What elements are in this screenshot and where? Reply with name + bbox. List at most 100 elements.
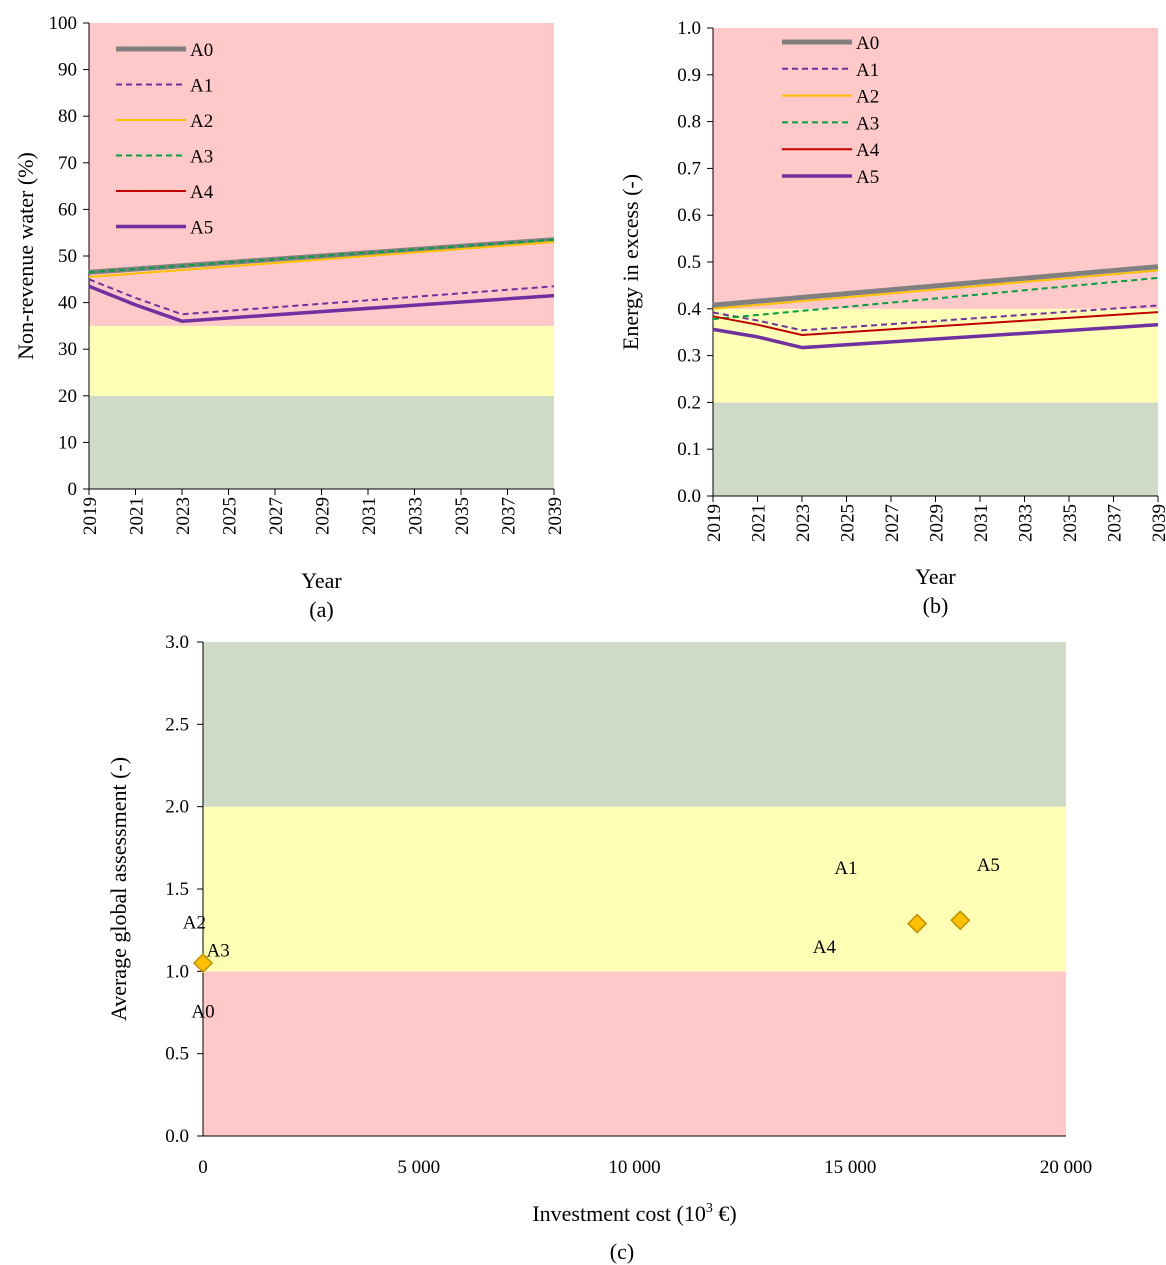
x-tick-label: 2039 [1149,504,1166,542]
y-tick-label: 1.0 [165,961,189,982]
series-line-a5 [88,284,555,323]
y-tick-label: 10 [58,432,77,453]
series-line-a2 [88,241,555,278]
legend-label: A4 [856,140,880,161]
legend-label: A1 [856,60,879,81]
x-tick-label: 2029 [313,497,334,535]
y-tick-label: 0.0 [677,486,701,507]
series-line-a0 [712,264,1159,308]
chart-panel-b: 0.0 0.1 0.2 0.3 0.4 0.5 0.6 0.7 0.8 0.9 1.0 2019 202… [618,18,1166,618]
panel-label: (c) [610,1239,634,1264]
y-tick-label: 0 [68,479,78,500]
x-axis-title-unit: €) [713,1201,737,1226]
zone-green [203,642,1066,807]
y-tick-label: 100 [49,13,78,34]
legend-label: A1 [190,76,213,97]
zone-green [713,402,1158,496]
legend-label: A2 [190,111,213,132]
x-tick-label: 2033 [406,497,427,535]
series-line-a3 [88,238,555,274]
y-tick-label: 0.5 [677,252,701,273]
zone-red [203,971,1066,1136]
y-tick-label: 1.0 [677,18,701,39]
legend-label: A4 [190,182,214,203]
series-line-a3 [712,276,1159,321]
data-point-marker [950,910,971,931]
x-tick-label: 15 000 [824,1157,876,1178]
y-tick-label: 90 [58,60,77,81]
zone-green [89,395,554,489]
data-point-marker [907,913,928,934]
x-tick-label: 2019 [704,504,725,542]
y-tick-label: 2.5 [165,714,189,735]
data-point-marker [192,953,214,974]
chart-panel-a: 0 10 20 30 40 50 60 70 80 90 100 2019 2021 2023 2025 20… [13,13,566,622]
zone-yellow [89,325,554,396]
series-line-a2 [712,269,1159,310]
panel-label: (b) [923,593,949,618]
y-tick-label: 2.0 [165,797,189,818]
legend-label: A3 [190,147,213,168]
series-line-a4 [712,311,1159,336]
x-tick-label: 2021 [127,497,148,535]
y-axis-title: Energy in excess (-) [618,174,643,350]
y-tick-label: 0.2 [677,392,701,413]
x-tick-label: 2035 [1060,504,1081,542]
y-tick-label: 70 [58,153,77,174]
data-point-label: A1 [834,858,857,879]
y-tick-label: 30 [58,339,77,360]
x-tick-label: 2025 [838,504,859,542]
x-tick-label: 2029 [927,504,948,542]
y-tick-label: 0.6 [677,205,701,226]
y-tick-label: 0.9 [677,65,701,86]
x-tick-label: 10 000 [608,1157,660,1178]
x-axis-title-main: Investment cost (10 [532,1201,706,1226]
zone-red [713,28,1158,309]
x-tick-label: 2037 [499,497,520,535]
x-tick-label: 2027 [882,504,903,542]
x-tick-label: 5 000 [397,1157,440,1178]
y-axis-title: Average global assessment (-) [106,757,131,1021]
series-line-a1 [88,278,555,316]
x-tick-label: 2023 [173,497,194,535]
zone-yellow [203,806,1066,972]
y-tick-label: 0.1 [677,439,701,460]
x-axis-title: Year [915,564,956,589]
y-tick-label: 0.8 [677,112,701,133]
y-tick-label: 0.7 [677,158,701,179]
y-tick-label: 0.0 [165,1126,189,1147]
data-point-label: A3 [206,941,229,962]
series-line-a5 [712,322,1159,350]
legend-label: A0 [190,40,213,61]
zone-yellow [713,308,1158,403]
y-tick-label: 1.5 [165,879,189,900]
y-tick-label: 0.4 [677,299,701,320]
x-tick-label: 2025 [220,497,241,535]
x-tick-label: 2033 [1016,504,1037,542]
x-tick-label: 2027 [266,497,287,535]
data-point-label: A0 [191,1001,214,1022]
y-tick-label: 40 [58,293,77,314]
panel-label: (a) [309,597,333,622]
data-point-label: A5 [977,855,1000,876]
x-tick-label: 2039 [545,497,566,535]
y-axis-title: Non-revenue water (%) [13,152,38,360]
x-tick-label: 2037 [1105,504,1126,542]
y-tick-label: 50 [58,246,77,267]
y-tick-label: 80 [58,106,77,127]
legend-label: A5 [190,218,213,239]
x-tick-label: 2023 [793,504,814,542]
data-point-label: A4 [813,937,837,958]
legend-label: A3 [856,113,879,134]
chart-panel-c: 0.0 0.5 1.0 1.5 2.0 2.5 3.0 0 5 000 10 000 15 000 2… [106,632,1092,1264]
zone-red [89,23,554,326]
x-tick-label: 2031 [971,504,992,542]
y-tick-label: 0.5 [165,1044,189,1065]
legend-label: A0 [856,33,879,54]
x-tick-label: 20 000 [1040,1157,1092,1178]
x-axis-title: Investment cost (103 €) [532,1201,736,1226]
data-point-label: A2 [183,913,206,934]
y-tick-label: 3.0 [165,632,189,653]
y-tick-label: 20 [58,386,77,407]
